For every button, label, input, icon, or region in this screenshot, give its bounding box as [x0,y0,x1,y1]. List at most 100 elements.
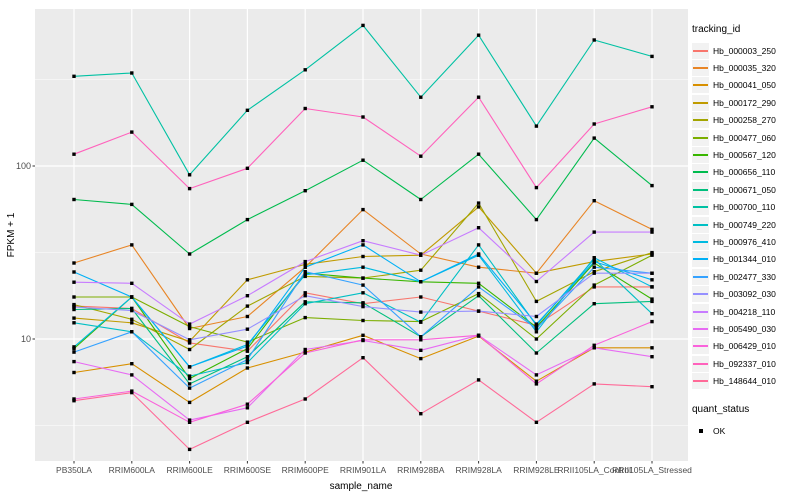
data-point [650,299,654,304]
data-point [245,344,250,348]
data-point [303,397,307,401]
legend-item-label: Hb_000003_250 [713,45,776,56]
data-point [534,326,539,331]
legend-item-label: Hb_000656_110 [713,167,776,178]
data-point [187,376,192,381]
data-point [187,418,192,422]
data-point [592,259,596,264]
data-point [361,301,365,305]
data-point [592,256,596,260]
data-point [476,265,481,269]
data-point [476,95,481,99]
legend-key-line-icon [692,129,709,146]
data-point [303,347,307,352]
panel-background [35,9,688,461]
legend: tracking_id Hb_000003_250 Hb_000035_320 Hb… [692,24,798,439]
data-point [592,38,596,42]
data-point [303,106,307,111]
data-point [650,230,654,234]
legend-item: Hb_000976_410 [692,233,798,250]
data-point [592,271,596,275]
data-point [187,186,192,191]
legend-item-label: Hb_148644_010 [713,376,776,387]
data-point [592,122,596,126]
legend-key-line-icon [692,199,709,216]
legend-key-square-icon [692,422,709,439]
legend-item-label: Hb_092337_010 [713,358,776,369]
legend-item-label: Hb_000477_060 [713,132,776,143]
data-point [245,278,250,282]
legend-key-line-icon [692,286,709,303]
data-point [476,378,481,382]
data-point [72,152,76,156]
data-point [187,322,192,326]
data-point [361,265,365,269]
data-point [130,317,134,321]
legend-key-line-icon [692,233,709,250]
data-point [592,265,596,269]
legend-key-line-icon [692,60,709,77]
data-point [592,382,596,386]
y-tick-label: 100 [16,161,31,171]
x-tick-label: PB350LA [56,465,92,475]
legend-item: Hb_000041_050 [692,77,798,94]
data-point [361,356,365,360]
data-point [245,406,250,410]
data-point [187,400,192,405]
legend-item-label: Hb_004218_110 [713,306,776,317]
data-point [72,74,76,78]
data-point [130,308,134,313]
data-point [72,197,76,202]
x-tick-label: RRIM928BA [397,465,445,475]
data-point [592,199,596,203]
data-point [419,197,423,202]
data-point [592,285,596,289]
data-point [72,302,76,307]
data-point [361,254,365,259]
data-point [419,95,423,99]
legend-item-label: Hb_000258_270 [713,115,776,126]
legend-key-line-icon [692,320,709,337]
data-point [476,152,481,156]
data-point [245,108,250,112]
legend-item-label: Hb_003092_030 [713,289,776,300]
legend-key-line-icon [692,112,709,129]
data-point [592,343,596,347]
data-point [245,402,250,406]
data-point [592,346,596,350]
y-axis-title: FPKM + 1 [6,212,17,258]
data-point [187,420,192,424]
data-point [534,124,539,128]
legend-item: Hb_000567_120 [692,146,798,164]
data-point [419,154,423,158]
x-tick-label: RRIM600SE [224,465,272,475]
data-point [187,386,192,390]
legend-item: Hb_000035_320 [692,59,798,77]
data-point [476,243,481,247]
legend-item: Hb_005490_030 [692,320,798,337]
data-point [361,239,365,243]
data-point [130,362,134,366]
legend-key-line-icon [692,338,709,355]
data-point [361,23,365,28]
data-point [592,230,596,234]
legend-item-label: Hb_000172_290 [713,97,776,108]
data-point [476,281,481,285]
data-point [245,314,250,319]
data-point [245,346,250,351]
data-point [650,278,654,282]
data-point [130,390,134,395]
data-point [361,283,365,287]
legend-title-quant-status: quant_status [692,403,750,415]
legend-item-label: Hb_000035_320 [713,63,776,74]
data-point [476,291,481,296]
data-point [303,189,307,193]
data-point [72,305,76,309]
data-point [130,306,134,311]
data-point [245,166,250,170]
data-point [534,420,539,424]
data-point [419,356,423,361]
legend-item-label: Hb_000976_410 [713,236,776,247]
data-point [361,318,365,323]
